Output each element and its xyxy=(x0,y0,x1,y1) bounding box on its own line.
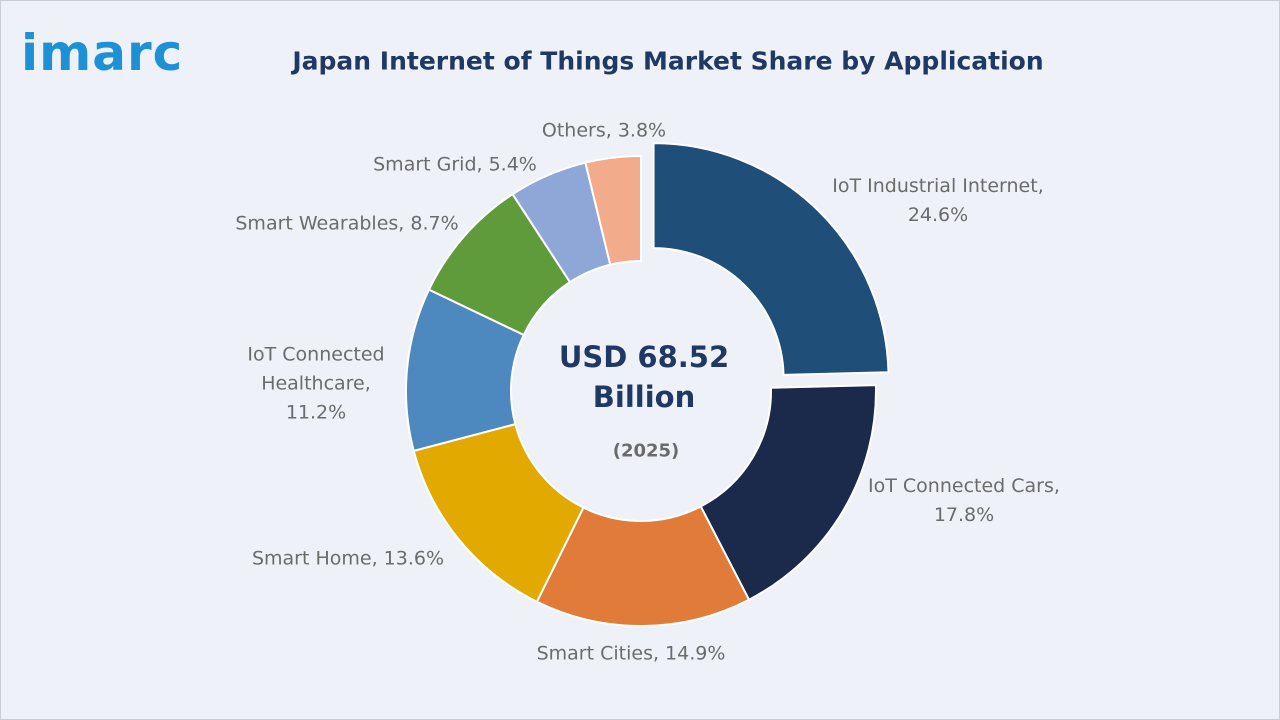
center-sublabel: (2025) xyxy=(612,440,680,462)
chart-title: Japan Internet of Things Market Share by… xyxy=(292,46,1044,76)
slice-label: IoT Connected Cars, 17.8% xyxy=(868,475,1060,526)
slice-label: IoT Industrial Internet, 24.6% xyxy=(832,175,1044,226)
slice-label: Smart Home, 13.6% xyxy=(251,547,445,570)
donut-slice xyxy=(699,384,877,602)
donut-slice xyxy=(584,154,642,266)
logo: imarc xyxy=(21,24,184,82)
slice-label: Smart Cities, 14.9% xyxy=(536,642,726,665)
slice-label: Smart Grid, 5.4% xyxy=(373,153,537,176)
donut-slice xyxy=(652,142,890,376)
donut-slice xyxy=(535,505,751,627)
center-label: USD 68.52 Billion xyxy=(558,340,730,414)
slice-label: Others, 3.8% xyxy=(541,119,667,142)
slice-label: IoT Connected Healthcare, 11.2% xyxy=(247,343,385,424)
slice-label: Smart Wearables, 8.7% xyxy=(235,212,459,235)
